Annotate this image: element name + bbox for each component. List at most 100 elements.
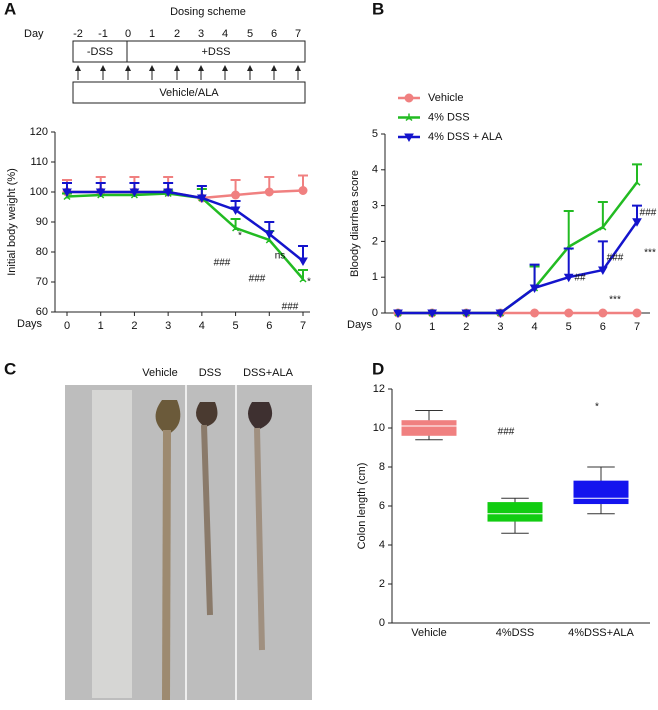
treatment-label: Vehicle/ALA [159,87,219,99]
colon [248,402,273,430]
y-tick-label: 2 [379,578,385,590]
phase-label: +DSS [201,46,230,58]
point [427,309,438,319]
photo-label: Vehicle [142,367,177,379]
day-number: 6 [271,28,277,40]
box [401,420,457,436]
annotation: * [595,402,599,413]
annotation: ### [640,208,657,219]
x-tick-label: 5 [566,321,572,333]
y-axis-label: Initial body weight (%) [6,168,18,276]
y-tick-label: 10 [373,422,385,434]
x-tick-label: 6 [266,320,272,332]
arrow-head [75,65,81,71]
y-tick-label: 3 [372,200,378,212]
colon [254,427,265,651]
y-tick-label: 100 [30,186,48,198]
colon [155,400,181,435]
photo-label: DSS+ALA [243,367,293,379]
x-tick-label: 0 [64,320,70,332]
x-tick-label: 1 [98,320,104,332]
point [633,178,641,186]
point [405,113,413,122]
annotation: ### [498,427,515,438]
y-axis-label: Bloody diarrhea score [349,170,361,277]
arrow-head [247,65,253,71]
y-tick-label: 80 [36,246,48,258]
scheme [72,40,306,104]
x-tick-label: 1 [429,321,435,333]
y-tick-label: 5 [372,128,378,140]
point [95,188,106,198]
scheme-title: Dosing scheme [170,6,246,18]
x-tick-label: 0 [395,321,401,333]
annotation: ### [249,274,266,285]
point [404,133,414,143]
annotation: ns [275,251,286,262]
day-number: -2 [73,28,83,40]
x-tick-label: 2 [131,320,137,332]
annotation: * [238,231,242,242]
panel-letter: D [372,359,384,378]
y-tick-label: 4 [379,539,385,551]
series-line [66,192,304,280]
point [62,188,72,198]
box [487,502,543,522]
legend-label: Vehicle [428,92,463,104]
x-tick-label: Vehicle [411,627,446,639]
y-tick-label: 110 [30,156,48,168]
day-number: 1 [149,28,155,40]
point [404,93,414,103]
point [264,230,275,240]
point [563,273,574,283]
series-line [398,220,639,315]
y-axis-label: Colon length (cm) [356,463,368,550]
y-tick-label: 60 [36,306,48,318]
point [196,194,207,204]
y-tick-label: 1 [372,271,378,283]
point [632,308,642,318]
colon [162,429,171,701]
x-axis-label: Days [17,318,43,330]
annotation: ### [282,302,299,313]
point [461,309,472,319]
colon [196,402,218,427]
point [264,187,274,197]
annotation: *** [609,295,621,306]
x-tick-label: 4 [199,320,205,332]
treatment-box [72,81,306,104]
y-tick-label: 0 [372,307,378,319]
day-number: -1 [98,28,108,40]
ruler [92,390,132,698]
y-tick-label: 120 [30,126,48,138]
y-tick-label: 0 [379,617,385,629]
box [573,480,629,505]
x-tick-label: 3 [165,320,171,332]
point [298,257,308,267]
x-tick-label: 3 [497,321,503,333]
point [129,188,140,198]
error-bar [597,201,608,228]
point [599,223,607,231]
series-line [67,190,304,262]
x-tick-label: 7 [634,321,640,333]
arrow-head [198,65,204,71]
point [530,308,540,318]
x-tick-label: 7 [300,320,306,332]
arrow-head [271,65,277,71]
y-tick-label: 4 [372,164,378,176]
arrow-head [222,65,228,71]
y-tick-label: 6 [379,500,385,512]
x-axis-label: Days [347,319,373,331]
point [163,188,174,198]
day-number: 2 [174,28,180,40]
point [597,266,608,276]
day-number: 7 [295,28,301,40]
x-tick-label: 2 [463,321,469,333]
y-tick-label: 90 [36,216,48,228]
phase-box [72,40,306,63]
x-tick-label: 4%DSS [496,627,535,639]
arrow-head [149,65,155,71]
point [232,224,240,232]
y-tick-label: 2 [372,235,378,247]
